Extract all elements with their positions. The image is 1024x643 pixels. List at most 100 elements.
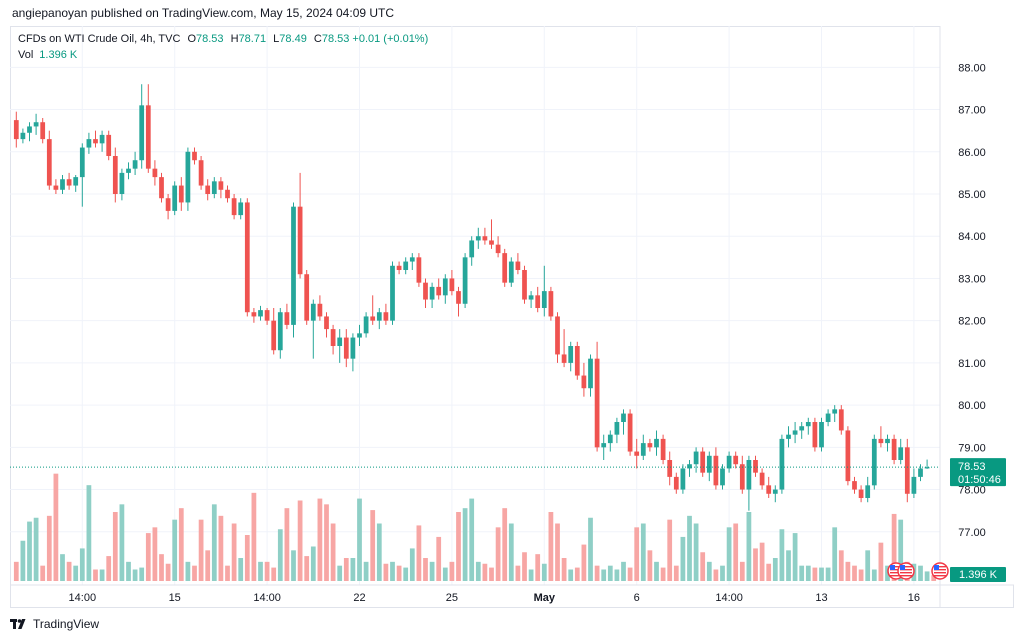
volume-bar [647,550,653,581]
candle-body [337,337,343,346]
volume-bar [621,561,626,581]
published-by-line: angiepanoyan published on TradingView.co… [12,6,395,20]
volume-bar [918,565,923,581]
candle [192,147,197,165]
volume-bar [640,523,646,581]
volume-label[interactable]: Vol [18,49,34,61]
volume-bar [885,565,890,581]
volume-bar [165,563,171,581]
candle [317,295,323,321]
candle [442,274,448,304]
us-flag-event-icon[interactable] [931,562,949,580]
time-axis[interactable]: 14:00 15 14:00 22 25 May 6 14:00 13 16 [10,584,1014,604]
candle-body [343,337,349,359]
candle-body [304,274,310,321]
candle-body [185,151,191,203]
candle [535,286,541,313]
candle [20,128,26,144]
volume-bar [720,565,725,581]
candle-body [475,236,481,241]
volume-bar [541,563,547,581]
volume-bar [284,508,290,581]
volume-badge-value: 1.396 K [959,569,998,581]
volume-bar [746,512,752,581]
candle-body [390,265,395,321]
candle [409,253,415,270]
high-value: 78.71 [238,33,267,45]
candle-body [363,316,369,334]
candle [291,202,296,338]
candle-body [733,455,739,465]
volume-bar [713,569,719,581]
x-tick-label: 14:00 [69,592,97,604]
candle [53,179,59,194]
candle-body [878,438,884,444]
tradingview-brand[interactable]: TradingView [33,617,100,631]
footer: TradingView [10,617,99,631]
grid [10,26,940,585]
candle [178,177,184,211]
us-flag-event-icon[interactable] [897,562,915,580]
high-label: H [230,33,239,45]
volume-bar [225,565,230,581]
tradingview-logo-icon [10,619,26,629]
candle [673,472,679,494]
volume-bar [403,567,409,581]
volume-bar [838,550,844,581]
volume-bar [251,492,257,581]
volume-bar [792,533,798,581]
candle-body [456,291,461,304]
volume-bar [627,567,633,581]
volume-bar [152,527,158,581]
candle-body [640,443,646,456]
volume-bar [819,567,824,581]
volume-bar [766,563,772,581]
price-chart[interactable]: 88.00 87.00 86.00 85.00 84.00 83.00 82.00 81.00… [10,26,1014,608]
us-flag-event-icon-stripe [900,566,912,568]
volume-bar [469,498,475,581]
candle [693,447,699,473]
candle-body [423,282,428,300]
candle-body [297,206,303,275]
candle [515,253,521,275]
candle [739,455,745,494]
candle-body [231,198,237,216]
candle [66,172,72,190]
candle-body [766,485,772,494]
candle [99,130,105,152]
symbol-label[interactable]: CFDs on WTI Crude Oil, 4h, TVC [18,33,181,45]
candle-body [898,447,904,460]
volume-bar [535,554,541,581]
candle-body [759,472,765,486]
ohlc-legend: CFDs on WTI Crude Oil, 4h, TVC O78.53 H7… [18,33,428,45]
candle [376,308,382,330]
volume-bar [706,561,712,581]
candle [218,177,224,199]
candle [541,265,547,317]
candle-body [805,422,811,427]
candle-body [746,460,752,490]
candle-body [112,156,118,194]
candle [205,179,211,201]
volume-bar [119,504,125,581]
candle-body [409,257,415,262]
candle [132,151,138,175]
volume-bar [515,565,521,581]
volume-bar [568,569,574,581]
volume-bar [423,558,428,581]
candle-body [383,312,389,321]
candle-body [812,422,818,448]
candle [885,434,890,452]
volume-bar [871,569,877,581]
candle [607,430,613,452]
candle-body [885,438,890,444]
candle-body [251,312,257,317]
candle [561,329,567,368]
price-axis[interactable]: 88.00 87.00 86.00 85.00 84.00 83.00 82.00 81.00… [939,26,1014,608]
candle-body [634,451,640,456]
volume-bar [376,523,382,581]
volume-bar [759,542,765,581]
volume-bar [324,504,329,581]
volume-bar [924,571,930,581]
last-price-badge-bg [950,458,1006,487]
